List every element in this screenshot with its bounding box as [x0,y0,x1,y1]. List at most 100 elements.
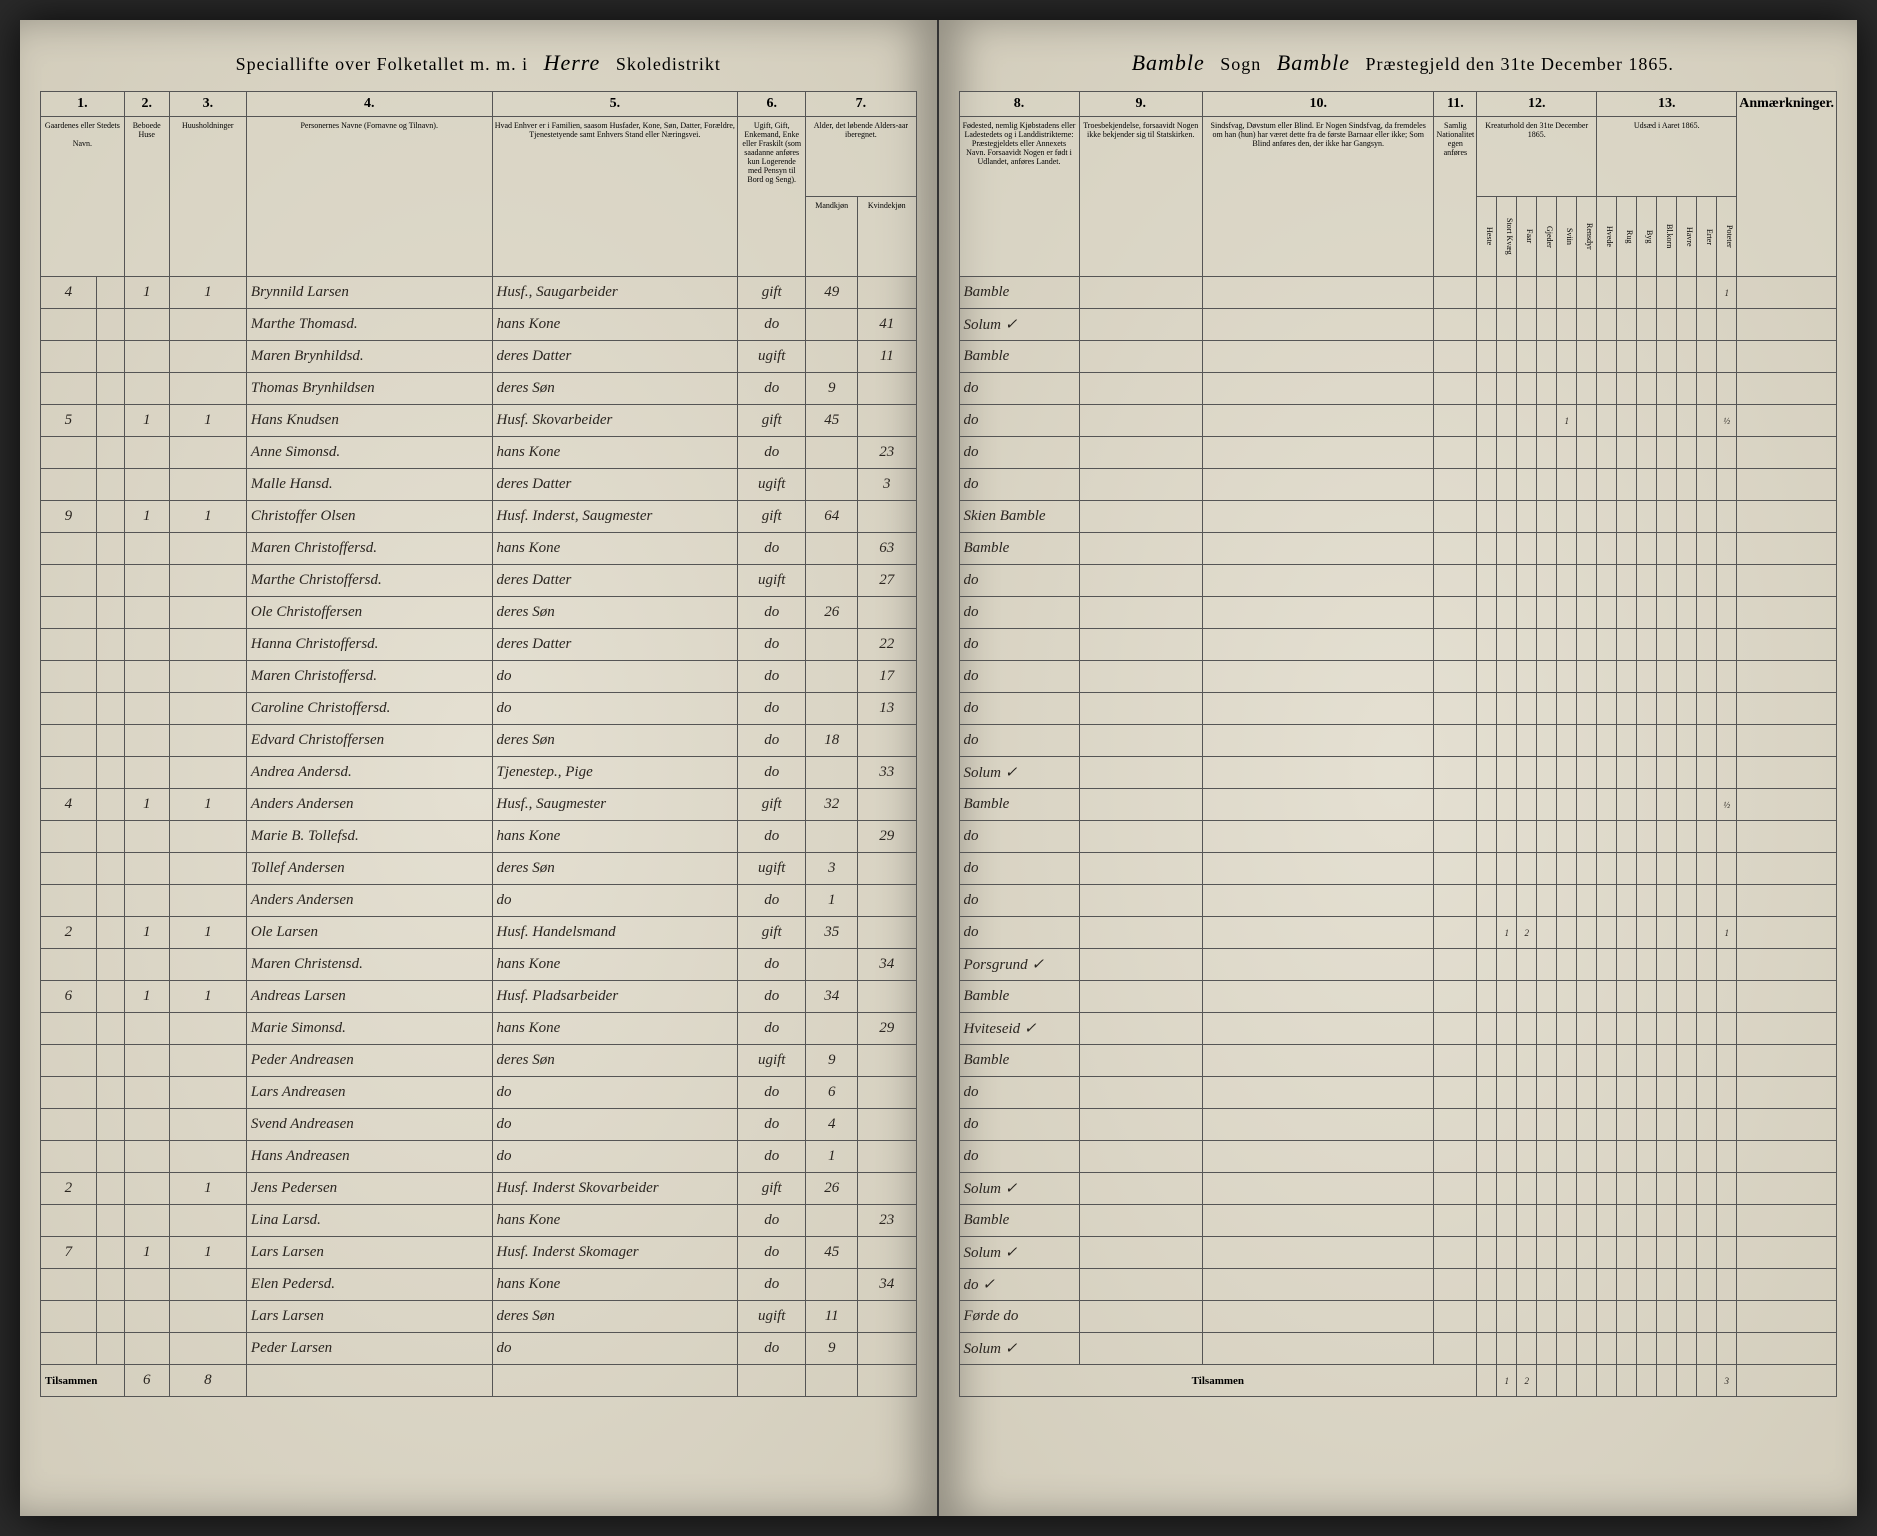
table-row: Hanna Christoffersd.deres Datterdo22 [41,629,917,661]
table-row: Marie Simonsd.hans Konedo29 [41,1013,917,1045]
parish: Bamble [1277,50,1350,75]
table-row: do [959,629,1837,661]
h7b: Kvindekjøn [858,197,916,277]
h1: Gaardenes eller StedetsNavn. [41,117,125,277]
col-13: 13. [1597,92,1737,117]
sub12-col: Faar [1517,197,1537,277]
h11: Samlig Nationalitet egen anføres [1434,117,1477,277]
table-row: Maren Christensd.hans Konedo34 [41,949,917,981]
table-row: do [959,693,1837,725]
table-row: do1½ [959,405,1837,437]
sub12-col: Stort Kvæg [1497,197,1517,277]
table-row: Tollef Andersenderes Sønugift3 [41,853,917,885]
table-row: Anne Simonsd.hans Konedo23 [41,437,917,469]
table-row: Lina Larsd.hans Konedo23 [41,1205,917,1237]
col-8: 8. [959,92,1079,117]
table-row: Maren Brynhildsd.deres Datterugift11 [41,341,917,373]
table-row: do [959,469,1837,501]
table-row: Anders Andersendodo1 [41,885,917,917]
table-row: Maren Christoffersd.dodo17 [41,661,917,693]
table-row: Bamble [959,1205,1837,1237]
table-row: Bamble½ [959,789,1837,821]
table-row: 211Ole LarsenHusf. Handelsmandgift35 [41,917,917,949]
table-row: do [959,565,1837,597]
table-row: 511Hans KnudsenHusf. Skovarbeidergift45 [41,405,917,437]
sub12-col: Heste [1477,197,1497,277]
table-row: Solum ✓ [959,1333,1837,1365]
sub13-col: Byg [1637,197,1657,277]
sub13-col: Havre [1677,197,1697,277]
col-5: 5. [492,92,738,117]
table-row: Bamble [959,341,1837,373]
sub13-col: Hvede [1597,197,1617,277]
table-row: 711Lars LarsenHusf. Inderst Skomagerdo45 [41,1237,917,1269]
table-row: Hviteseid ✓ [959,1013,1837,1045]
table-row: do [959,1077,1837,1109]
census-book: Speciallifte over Folketallet m. m. i He… [20,20,1857,1516]
table-row: Thomas Brynhildsenderes Søndo9 [41,373,917,405]
col-12: 12. [1477,92,1597,117]
h7: Alder, det løbende Alders-aar iberegnet. [806,117,916,197]
left-page: Speciallifte over Folketallet m. m. i He… [20,20,939,1516]
table-row: Edvard Christoffersenderes Søndo18 [41,725,917,757]
remarks: Anmærkninger. [1737,92,1837,277]
table-row: Peder Andreasenderes Sønugift9 [41,1045,917,1077]
header-district: Herre [544,50,601,75]
header-suffix: Skoledistrikt [616,54,721,74]
table-row: Skien Bamble [959,501,1837,533]
table-row: Solum ✓ [959,309,1837,341]
header-right-suffix: Præstegjeld den 31te December 1865. [1365,54,1673,74]
sum2: 6 [124,1365,169,1397]
table-row: 611Andreas LarsenHusf. Pladsarbeiderdo34 [41,981,917,1013]
left-table: 1. 2. 3. 4. 5. 6. 7. Gaardenes eller Ste… [40,91,917,1397]
sogn-label: Sogn [1220,54,1261,74]
table-row: Solum ✓ [959,1173,1837,1205]
h3b: Huusholdninger [169,117,246,277]
table-row: do [959,885,1837,917]
table-row: 411Brynnild LarsenHusf., Saugarbeidergif… [41,277,917,309]
table-row: Marie B. Tollefsd.hans Konedo29 [41,821,917,853]
col-10: 10. [1202,92,1434,117]
table-row: do [959,1109,1837,1141]
table-row: Marthe Christoffersd.deres Datterugift27 [41,565,917,597]
h10: Sindsfvag, Døvstum eller Blind. Er Nogen… [1202,117,1434,277]
h5: Hvad Enhver er i Familien, saasom Husfad… [492,117,738,277]
table-row: Ole Christoffersenderes Søndo26 [41,597,917,629]
table-row: do [959,725,1837,757]
sub13-col: Erter [1697,197,1717,277]
sub12-col: Gjeder [1537,197,1557,277]
h8: Fødested, nemlig Kjøbstadens eller Lades… [959,117,1079,277]
col-11: 11. [1434,92,1477,117]
sogn: Bamble [1132,50,1205,75]
sub13-col: Poteter [1717,197,1737,277]
table-row: Elen Pedersd.hans Konedo34 [41,1269,917,1301]
h6: Ugift, Gift, Enkemand, Enke eller Fraski… [738,117,806,277]
table-row: Bamble [959,1045,1837,1077]
table-row: 21Jens PedersenHusf. Inderst Skovarbeide… [41,1173,917,1205]
h12: Kreaturhold den 31te December 1865. [1477,117,1597,197]
sum3: 8 [169,1365,246,1397]
right-header: Bamble Sogn Bamble Præstegjeld den 31te … [959,50,1838,76]
table-row: do [959,437,1837,469]
table-row: Malle Hansd.deres Datterugift3 [41,469,917,501]
table-row: Peder Larsendodo9 [41,1333,917,1365]
table-row: Svend Andreasendodo4 [41,1109,917,1141]
table-row: Porsgrund ✓ [959,949,1837,981]
header-prefix: Speciallifte over Folketallet m. m. i [236,54,528,74]
table-row: Caroline Christoffersd.dodo13 [41,693,917,725]
table-row: Lars Andreasendodo6 [41,1077,917,1109]
table-row: do [959,821,1837,853]
table-row: Andrea Andersd.Tjenestep., Pigedo33 [41,757,917,789]
h3a: Beboede Huse [124,117,169,277]
footer-right: Tilsammen [959,1365,1477,1397]
col-2: 2. [124,92,169,117]
table-row: Solum ✓ [959,1237,1837,1269]
table-row: do ✓ [959,1269,1837,1301]
col-1: 1. [41,92,125,117]
table-row: Bamble [959,533,1837,565]
table-row: Maren Christoffersd.hans Konedo63 [41,533,917,565]
sub13-col: Rug [1617,197,1637,277]
table-row: 411Anders AndersenHusf., Saugmestergift3… [41,789,917,821]
col-7: 7. [806,92,916,117]
table-row: do [959,661,1837,693]
